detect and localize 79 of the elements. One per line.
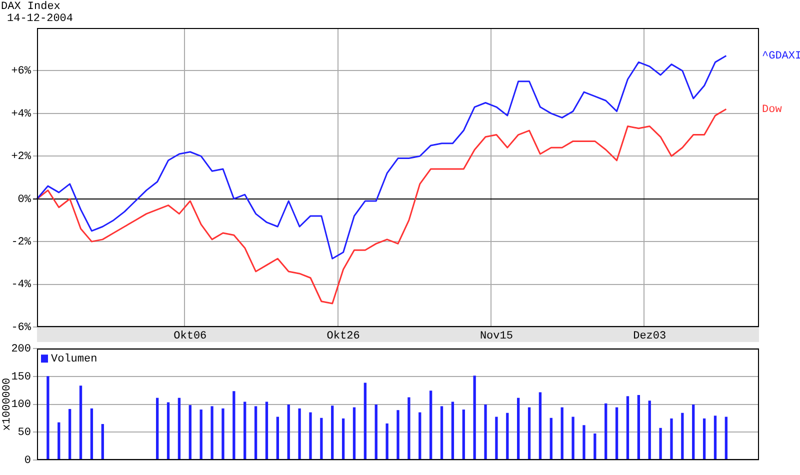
bar: [572, 416, 574, 460]
y-tick-label: 100: [11, 399, 31, 412]
y-tick-label: 50: [18, 427, 31, 440]
bar: [538, 392, 542, 460]
bar: [352, 407, 356, 460]
bar: [473, 376, 476, 460]
bar: [156, 398, 159, 460]
bar: [298, 408, 301, 460]
text: Dow: [762, 104, 782, 116]
y-tick-label: 200: [11, 344, 31, 356]
bar: [200, 410, 202, 460]
bar: [484, 404, 487, 460]
bar: [276, 416, 279, 460]
bar: [659, 428, 662, 460]
chart-subtitle: 14-12-2004: [7, 13, 74, 25]
bar: [90, 408, 94, 460]
x-tick-label: Nov15: [480, 330, 513, 343]
y-tick-label: 150: [11, 371, 31, 384]
y-tick-label: 0: [24, 454, 31, 467]
bar: [244, 402, 246, 460]
y-tick-label: +2%: [11, 151, 32, 164]
bar: [495, 416, 498, 460]
bar: [429, 390, 432, 460]
x-tick-label: Okt06: [174, 330, 207, 343]
bar: [265, 402, 268, 460]
y-tick-label: +4%: [11, 108, 32, 120]
bar: [451, 402, 454, 460]
bar: [178, 398, 181, 460]
bar: [309, 412, 312, 460]
bar: [101, 424, 104, 460]
bar: [506, 412, 509, 460]
bar: [287, 404, 290, 460]
bar: [714, 416, 717, 460]
bar: [517, 398, 520, 460]
bar: [604, 403, 608, 460]
x-tick-label: Okt26: [326, 330, 360, 343]
bar: [46, 376, 50, 460]
bar: [386, 423, 388, 460]
bar: [681, 412, 684, 460]
bar: [462, 410, 465, 460]
bar: [670, 418, 673, 460]
bar: [58, 422, 60, 460]
bar: [68, 408, 72, 460]
bar: [210, 406, 214, 460]
x-tick-label: Dez03: [633, 330, 666, 343]
y-tick-label: -2%: [11, 236, 32, 248]
y-tick-label: -4%: [11, 279, 32, 292]
bar: [79, 386, 82, 460]
y-tick-label: 0%: [18, 194, 32, 206]
bar: [594, 433, 596, 460]
bar: [188, 405, 192, 460]
bar: [331, 406, 334, 460]
bar: [528, 407, 531, 460]
bar: [637, 395, 640, 460]
bar: [320, 418, 323, 460]
bar: [724, 416, 728, 460]
bar: [408, 397, 410, 460]
y-tick-label: -6%: [11, 322, 32, 334]
bar: [582, 425, 586, 460]
bar: [702, 418, 706, 460]
bar: [418, 412, 422, 460]
bar: [374, 404, 378, 460]
y-tick-label: +6%: [11, 66, 32, 78]
bar: [166, 402, 170, 460]
bar: [440, 406, 444, 460]
bar: [396, 410, 400, 460]
legend-label: Volumen: [51, 354, 98, 366]
bar: [232, 391, 236, 460]
bar: [364, 382, 367, 460]
bar: [254, 406, 258, 460]
bar: [692, 404, 695, 460]
bar: [342, 418, 345, 460]
bar: [560, 407, 564, 460]
bar: [615, 407, 618, 460]
bar: [550, 418, 552, 460]
bar: [648, 400, 651, 460]
chart-title: DAX Index: [1, 1, 60, 13]
bar: [626, 396, 630, 460]
bar: [222, 408, 224, 460]
